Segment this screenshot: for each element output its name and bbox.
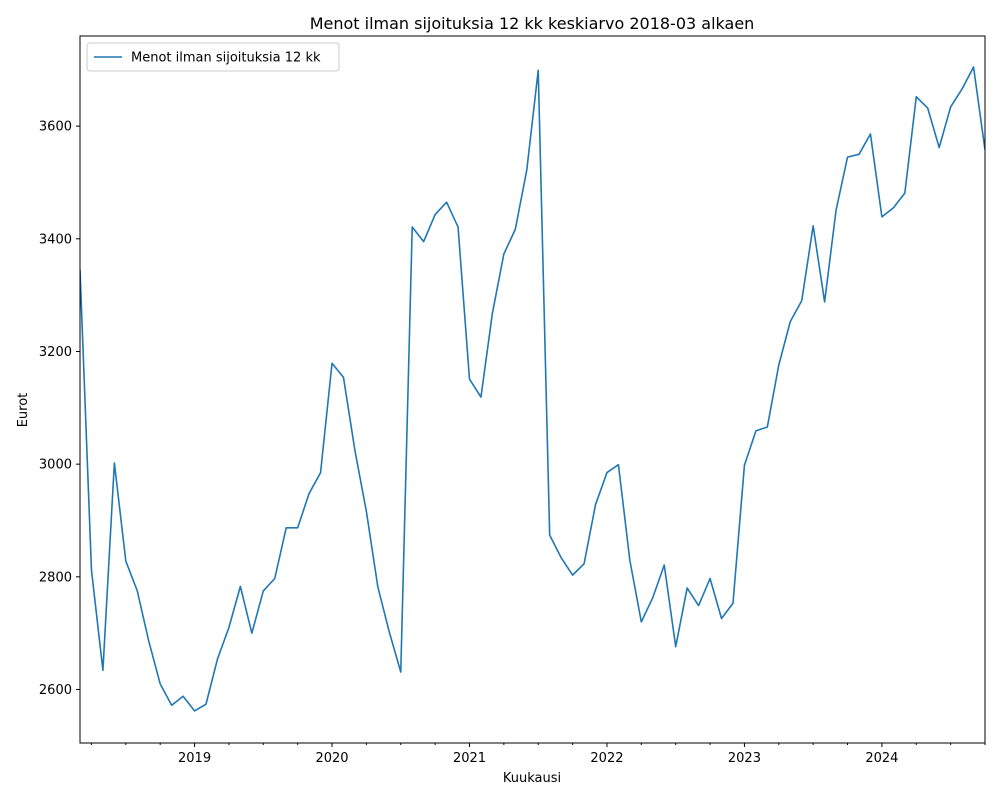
legend-label: Menot ilman sijoituksia 12 kk — [131, 51, 321, 66]
x-tick-label: 2020 — [315, 751, 348, 766]
axes-frame — [79, 35, 986, 744]
y-tick-label: 2800 — [39, 570, 72, 585]
x-tick-label: 2019 — [178, 751, 211, 766]
x-axis-label: Kuukausi — [503, 771, 561, 786]
chart-title: Menot ilman sijoituksia 12 kk keskiarvo … — [310, 14, 755, 33]
legend-box — [86, 42, 340, 72]
x-tick-label: 2022 — [590, 751, 623, 766]
y-axis-label: Eurot — [16, 393, 31, 428]
series-line-0 — [80, 66, 985, 712]
y-tick-label: 3200 — [39, 345, 72, 360]
y-tick-label: 3600 — [39, 120, 72, 135]
x-tick-label: 2023 — [728, 751, 761, 766]
plot-area — [80, 66, 985, 712]
legend: Menot ilman sijoituksia 12 kk — [86, 42, 340, 72]
y-tick-label: 3400 — [39, 232, 72, 247]
y-tick-label: 2600 — [39, 683, 72, 698]
axes: 2600 2800 3000 3200 3400 3600 2019 2020 2021 2022… — [39, 35, 986, 766]
y-tick-label: 3000 — [39, 458, 72, 473]
x-tick-label: 2021 — [453, 751, 486, 766]
x-tick-label: 2024 — [865, 751, 898, 766]
